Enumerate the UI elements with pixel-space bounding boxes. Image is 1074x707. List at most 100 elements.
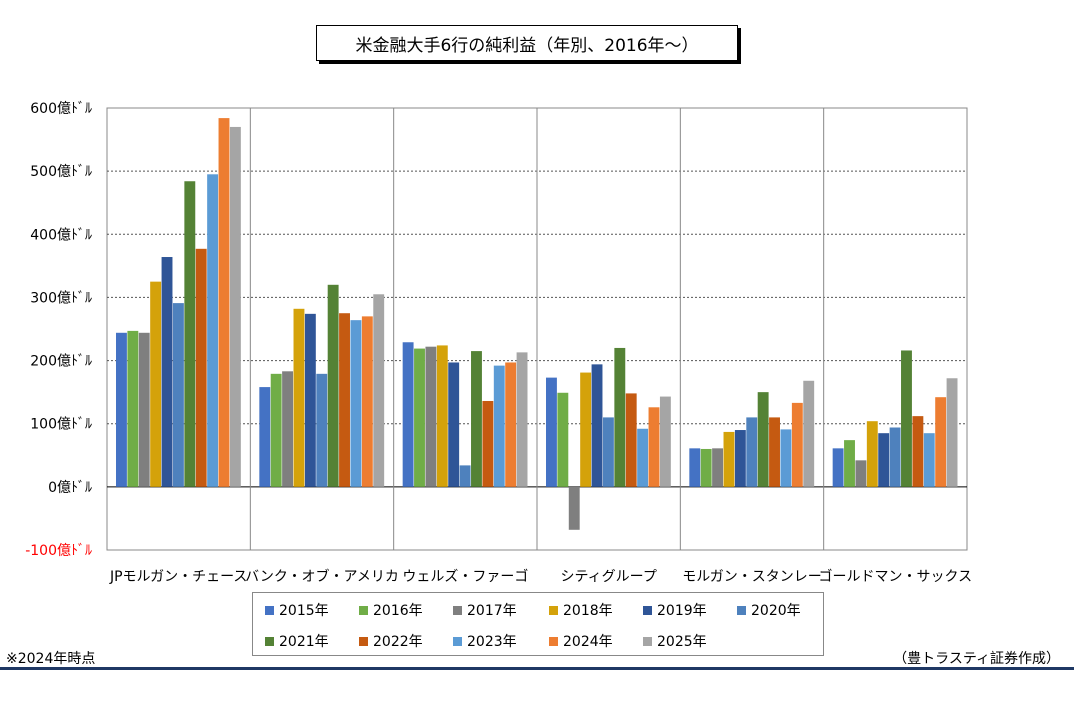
bar — [723, 431, 735, 487]
note-as-of: ※2024年時点 — [6, 651, 96, 667]
bar — [769, 417, 780, 487]
bar — [361, 316, 373, 487]
bar — [516, 352, 528, 487]
x-category-label: ウェルズ・ファーゴ — [402, 568, 528, 585]
bar — [436, 345, 448, 487]
bar — [195, 248, 207, 487]
bar — [712, 448, 724, 487]
legend-label: 2024年 — [563, 634, 613, 650]
bar — [127, 330, 139, 487]
legend-item: 2019年 — [643, 600, 707, 620]
legend-item: 2023年 — [453, 631, 517, 651]
y-tick-label: 200億ﾄﾞﾙ — [30, 354, 92, 370]
legend-item: 2018年 — [549, 600, 613, 620]
legend-item: 2025年 — [643, 631, 707, 651]
bar — [734, 430, 746, 487]
bar — [614, 347, 626, 487]
bar — [557, 392, 569, 487]
x-category-label: モルガン・スタンレー — [682, 569, 822, 585]
bar — [889, 427, 901, 487]
legend-swatch — [643, 636, 652, 646]
bar — [425, 346, 437, 487]
y-tick-label: 100億ﾄﾞﾙ — [30, 417, 92, 433]
legend-swatch — [453, 636, 462, 646]
y-tick-label: 600億ﾄﾞﾙ — [30, 101, 92, 117]
bar — [327, 284, 339, 487]
bar — [282, 371, 294, 487]
bar — [568, 486, 580, 530]
legend-label: 2023年 — [467, 634, 517, 650]
bar — [757, 392, 769, 487]
y-tick-label: -100億ﾄﾞﾙ — [25, 543, 92, 559]
bar — [689, 448, 701, 487]
y-axis-tick-labels: 600億ﾄﾞﾙ 500億ﾄﾞﾙ 400億ﾄﾞﾙ 300億ﾄﾞﾙ 200億ﾄﾞﾙ 100億ﾄ… — [25, 101, 92, 559]
bars — [116, 118, 958, 530]
x-category-label: JPモルガン・チェース — [109, 569, 247, 585]
legend-swatch — [265, 636, 274, 646]
legend-label: 2020年 — [751, 603, 801, 619]
chart-title: 米金融大手6行の純利益（年別、2016年～） — [316, 25, 738, 61]
bar — [700, 448, 712, 487]
bar — [844, 440, 855, 487]
bar — [270, 373, 282, 487]
bar — [637, 428, 649, 487]
legend-item: 2015年 — [265, 600, 329, 620]
bar — [866, 421, 878, 487]
bar — [373, 294, 385, 487]
legend-swatch — [643, 605, 652, 615]
bar — [293, 308, 305, 487]
y-tick-label: 300億ﾄﾞﾙ — [30, 290, 92, 306]
bar — [901, 350, 912, 487]
bar — [482, 400, 494, 487]
bar — [116, 332, 127, 487]
bar — [316, 373, 328, 487]
legend-swatch — [737, 605, 746, 615]
bar — [161, 257, 173, 487]
bar — [591, 364, 603, 487]
gridlines — [107, 108, 967, 550]
bar — [648, 407, 660, 487]
bar — [659, 396, 671, 487]
bar — [350, 320, 362, 487]
bar — [304, 313, 316, 487]
bar — [625, 393, 637, 487]
legend-label: 2016年 — [373, 603, 423, 619]
bar — [791, 402, 803, 487]
bar — [459, 465, 471, 487]
bar — [546, 377, 557, 487]
legend-label: 2021年 — [279, 634, 329, 650]
footer-divider — [0, 667, 1074, 670]
legend-swatch — [549, 605, 558, 615]
bar — [184, 181, 196, 487]
legend-label: 2017年 — [467, 603, 517, 619]
legend: 2015年 2016年 2017年 2018年 2019年 2020年 2021年 2022年… — [252, 592, 824, 656]
legend-item: 2022年 — [359, 631, 423, 651]
bar — [207, 174, 219, 487]
legend-swatch — [359, 605, 368, 615]
bar — [229, 126, 241, 487]
bar — [780, 429, 792, 487]
legend-swatch — [549, 636, 558, 646]
bar — [580, 372, 592, 487]
legend-swatch — [453, 605, 462, 615]
bar — [803, 380, 815, 487]
bar — [448, 362, 460, 487]
y-tick-label: 500億ﾄﾞﾙ — [30, 164, 92, 180]
bar — [339, 313, 350, 487]
bar — [471, 351, 482, 487]
bar — [878, 433, 890, 487]
x-category-label: ゴールドマン・サックス — [819, 568, 973, 585]
x-category-label: バンク・オブ・アメリカ — [245, 568, 399, 585]
bar — [493, 365, 505, 487]
bar — [855, 460, 867, 487]
legend-label: 2019年 — [657, 603, 707, 619]
legend-label: 2015年 — [279, 603, 329, 619]
legend-item: 2016年 — [359, 600, 423, 620]
legend-item: 2021年 — [265, 631, 329, 651]
bar — [602, 417, 614, 487]
bar — [746, 417, 758, 487]
bar — [505, 362, 517, 487]
bar — [150, 281, 162, 487]
